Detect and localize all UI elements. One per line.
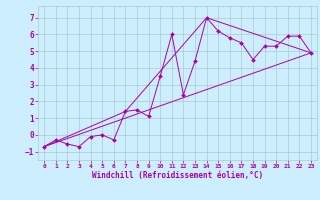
X-axis label: Windchill (Refroidissement éolien,°C): Windchill (Refroidissement éolien,°C) (92, 171, 263, 180)
